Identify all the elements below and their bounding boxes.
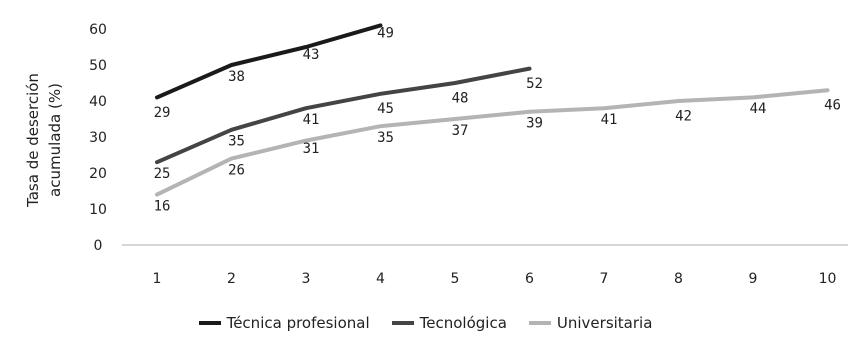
- data-label: 26: [228, 162, 245, 178]
- x-tick-labels: 1 2 3 4 5 6 7 8 9 10: [153, 271, 837, 287]
- y-tick-label: 0: [94, 238, 103, 254]
- y-axis-label-line-1: Tasa de deserción: [24, 73, 42, 208]
- y-axis-label-line-2: acumulada (%): [46, 83, 64, 197]
- legend-item-1: Técnica profesional: [198, 314, 370, 332]
- data-label: 35: [228, 134, 245, 150]
- data-label: 52: [526, 76, 543, 92]
- data-label: 45: [377, 101, 394, 117]
- data-label: 41: [303, 112, 320, 128]
- legend-label: Tecnológica: [419, 314, 507, 332]
- legend-swatch: [391, 321, 414, 325]
- x-tick-label: 1: [153, 271, 162, 287]
- series-line-3: [155, 88, 830, 197]
- data-label: 44: [750, 101, 767, 117]
- data-label: 41: [601, 112, 618, 128]
- y-tick-labels: 0 10 20 30 40 50 60: [89, 22, 107, 254]
- y-tick-label: 30: [89, 130, 107, 146]
- data-label: 42: [675, 108, 692, 124]
- data-labels: 29 38 43 49 25 35 41 45 48 52 16 26 31 35 37 39 41 42 44 46: [154, 26, 841, 215]
- y-tick-label: 60: [89, 22, 107, 38]
- y-tick-label: 20: [89, 166, 107, 182]
- data-label: 29: [154, 105, 171, 121]
- legend-item-2: Tecnológica: [391, 314, 507, 332]
- legend-label: Técnica profesional: [226, 314, 370, 332]
- x-tick-label: 5: [451, 271, 460, 287]
- x-tick-label: 2: [227, 271, 236, 287]
- x-tick-label: 4: [376, 271, 385, 287]
- legend-label: Universitaria: [556, 314, 653, 332]
- data-label: 39: [526, 116, 543, 132]
- legend: Técnica profesional Tecnológica Universita…: [0, 314, 851, 332]
- x-tick-label: 10: [819, 271, 837, 287]
- data-label: 38: [228, 69, 245, 85]
- data-label: 49: [377, 26, 394, 42]
- x-tick-label: 8: [674, 271, 683, 287]
- legend-swatch: [198, 321, 221, 325]
- legend-item-3: Universitaria: [528, 314, 653, 332]
- data-label: 48: [452, 90, 469, 106]
- series-lines: [155, 23, 830, 197]
- data-label: 46: [824, 98, 841, 114]
- legend-swatch: [528, 321, 551, 325]
- x-tick-label: 9: [749, 271, 758, 287]
- data-label: 31: [303, 141, 320, 157]
- data-label: 25: [154, 166, 171, 182]
- y-tick-label: 50: [89, 58, 107, 74]
- data-label: 37: [452, 123, 469, 139]
- data-label: 35: [377, 130, 394, 146]
- y-tick-label: 10: [89, 202, 107, 218]
- y-axis-label: Tasa de deserción acumulada (%): [24, 73, 64, 208]
- x-tick-label: 6: [525, 271, 534, 287]
- x-tick-label: 3: [302, 271, 311, 287]
- series-line-2: [155, 66, 532, 165]
- series-line-1: [155, 23, 383, 100]
- x-tick-label: 7: [600, 271, 609, 287]
- y-tick-label: 40: [89, 94, 107, 110]
- data-label: 43: [303, 47, 320, 63]
- data-label: 16: [154, 198, 171, 214]
